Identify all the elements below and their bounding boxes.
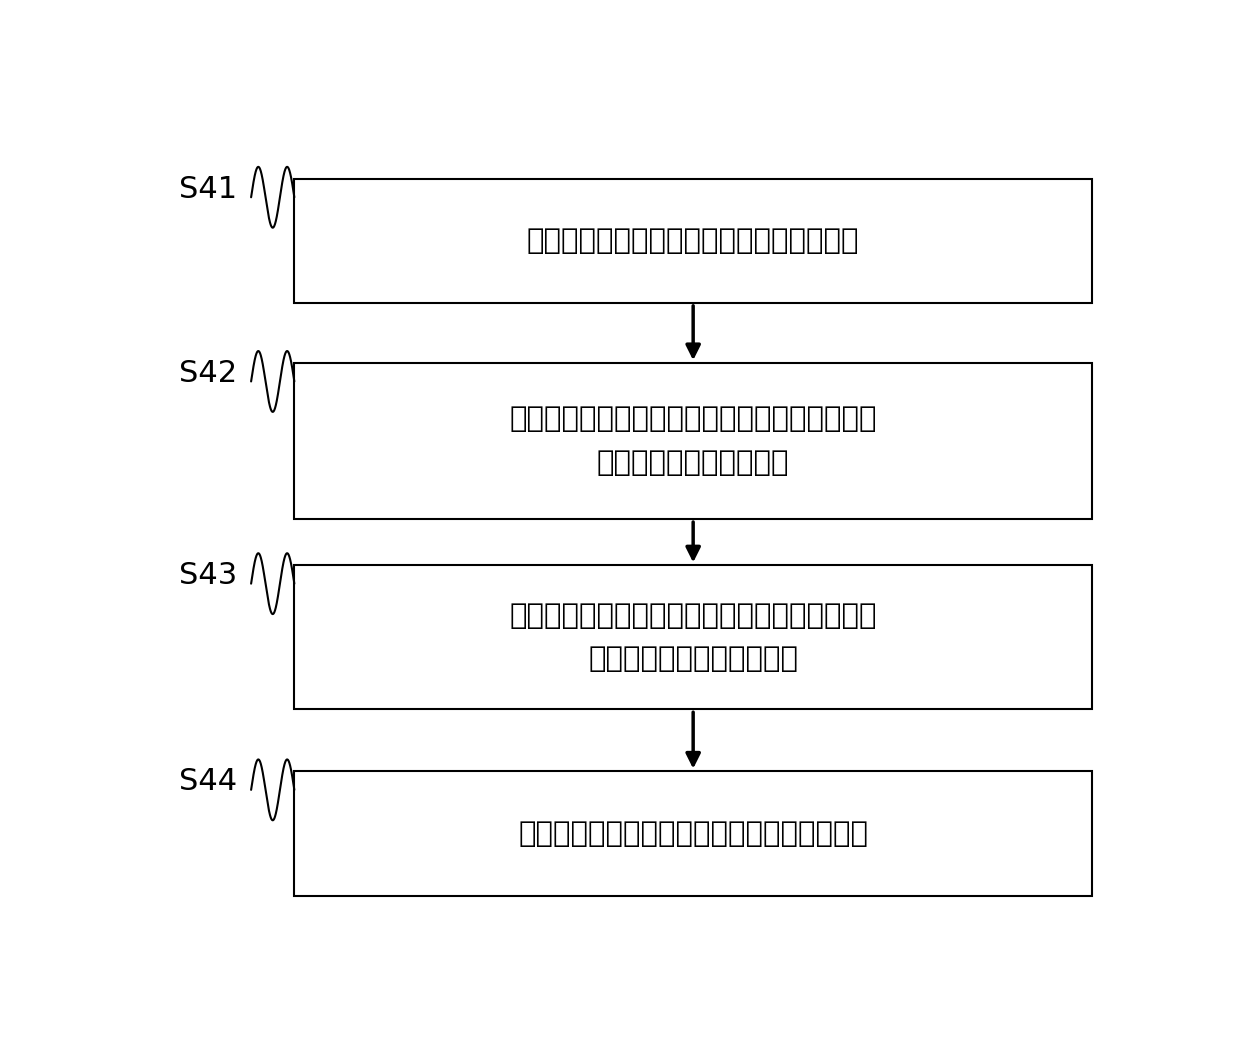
Bar xyxy=(294,179,1092,303)
Bar xyxy=(294,363,1092,519)
Text: S43: S43 xyxy=(179,562,237,591)
Text: 根据地震纵波特征参数在介质中的传播特征，判
定明显异常区的缺陷性质: 根据地震纵波特征参数在介质中的传播特征，判 定明显异常区的缺陷性质 xyxy=(510,406,877,476)
Bar xyxy=(294,565,1092,709)
Text: S44: S44 xyxy=(179,768,237,797)
Bar xyxy=(294,772,1092,895)
Text: S42: S42 xyxy=(179,359,237,388)
Text: 根据判断结果，对各异常区进行风险等级划分: 根据判断结果，对各异常区进行风险等级划分 xyxy=(518,820,868,848)
Text: 结合成果速度值，对各异常区进行细化和分析，
判定存在的地质病害及风险: 结合成果速度值，对各异常区进行细化和分析， 判定存在的地质病害及风险 xyxy=(510,601,877,673)
Text: S41: S41 xyxy=(179,175,237,204)
Text: 对速度剖面进行整体分析，确定明显异常区: 对速度剖面进行整体分析，确定明显异常区 xyxy=(527,227,859,255)
